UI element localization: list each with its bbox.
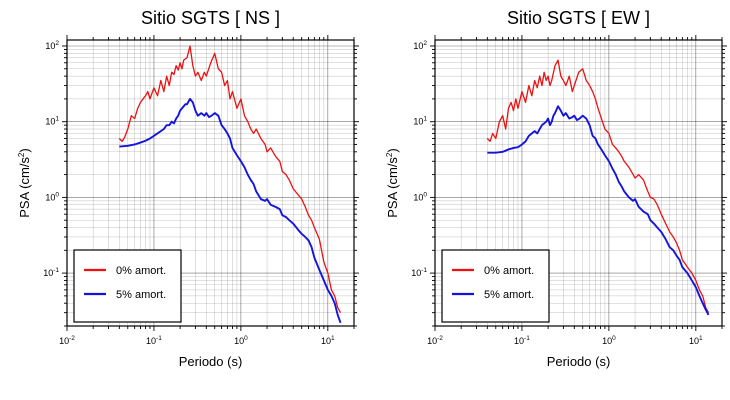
legend-entry-label: 0% amort.: [116, 265, 166, 277]
x-axis-label: Periodo (s): [547, 354, 611, 369]
legend-entry-label: 0% amort.: [484, 265, 534, 277]
y-tick-label: 100: [45, 191, 59, 202]
x-tick-label: 10-1: [146, 335, 162, 346]
x-tick-label: 100: [234, 335, 248, 346]
series-line-undamped: [118, 45, 342, 313]
chart-panel-0: 10-2 10-1 100 101 10-1 100 101 102 Sitio SGTS [ …: [17, 8, 359, 369]
tick-marks: [430, 35, 727, 331]
x-tick-label: 101: [321, 335, 335, 346]
tick-marks: [62, 35, 359, 331]
series-line-damped: [487, 105, 710, 316]
x-tick-label: 10-1: [514, 335, 530, 346]
y-axis-label: PSA (cm/s2): [385, 148, 400, 217]
y-tick-label: 101: [45, 116, 59, 127]
chart-panel-1: 10-2 10-1 100 101 10-1 100 101 102 Sitio SGTS [ …: [385, 8, 727, 369]
chart-title: Sitio SGTS [ NS ]: [141, 8, 280, 28]
chart-title: Sitio SGTS [ EW ]: [507, 8, 650, 28]
legend: 0% amort. 5% amort.: [73, 249, 182, 323]
x-tick-label: 10-2: [427, 335, 443, 346]
y-tick-label: 10-1: [43, 267, 59, 278]
plot-frame: [66, 39, 355, 327]
series-line-undamped: [486, 59, 710, 313]
y-axis-label: PSA (cm/s2): [17, 148, 32, 217]
y-tick-label: 102: [413, 40, 427, 51]
plot-frame: [434, 39, 723, 327]
legend-box: [441, 249, 550, 323]
legend-entry-label: 5% amort.: [484, 289, 534, 301]
x-tick-label: 101: [689, 335, 703, 346]
x-axis-label: Periodo (s): [179, 354, 243, 369]
series-line-damped: [119, 97, 342, 324]
y-tick-label: 100: [413, 191, 427, 202]
legend-entry-label: 5% amort.: [116, 289, 166, 301]
y-tick-label: 10-1: [411, 267, 427, 278]
x-tick-label: 100: [602, 335, 616, 346]
legend-box: [73, 249, 182, 323]
x-tick-label: 10-2: [59, 335, 75, 346]
y-tick-label: 102: [45, 40, 59, 51]
legend: 0% amort. 5% amort.: [441, 249, 550, 323]
y-tick-label: 101: [413, 116, 427, 127]
